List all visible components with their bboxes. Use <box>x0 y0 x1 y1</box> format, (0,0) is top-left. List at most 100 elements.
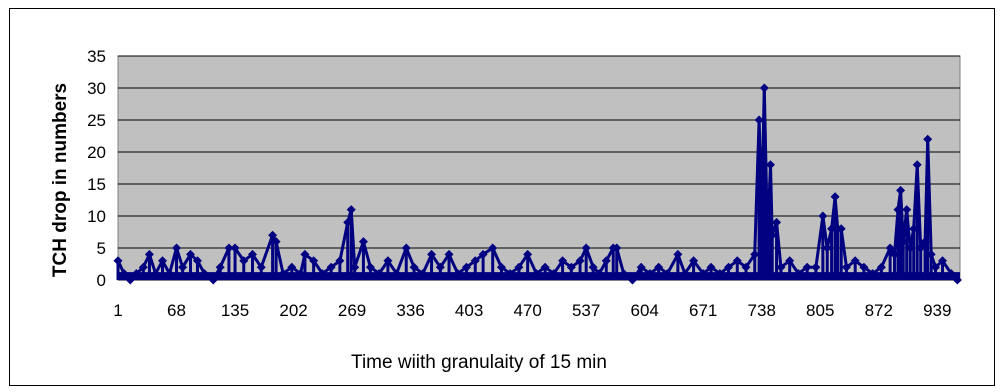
series-0-marker-72 <box>673 249 683 259</box>
series-0-marker-104 <box>868 269 878 279</box>
series-0-marker-35 <box>365 262 375 272</box>
series-0-marker-25 <box>296 269 306 279</box>
series-0-marker-39 <box>401 243 411 253</box>
series-0-marker-51 <box>505 269 515 279</box>
series-0-marker-59 <box>575 256 585 266</box>
series-0-marker-120 <box>938 256 948 266</box>
series-0-marker-91 <box>785 256 795 266</box>
chart-frame: 0 5 10 15 20 25 30 35 1 68 135 202 269 336 403 470 537 6… <box>9 8 995 386</box>
series-0-marker-16 <box>224 243 234 253</box>
series-0-marker-85 <box>762 211 772 221</box>
x-tick-label-805: 805 <box>806 301 834 320</box>
series-0-marker-53 <box>523 249 533 259</box>
x-tick-label-872: 872 <box>865 301 893 320</box>
series-0-marker-119 <box>931 262 941 272</box>
series-group <box>113 83 962 285</box>
series-0-marker-12 <box>192 256 202 266</box>
x-axis-title: Time wiith granulaity of 15 min <box>351 352 607 373</box>
x-tick-label-403: 403 <box>455 301 483 320</box>
series-0-marker-113 <box>909 224 919 234</box>
x-tick-label-604: 604 <box>630 301 658 320</box>
series-0-marker-3 <box>131 269 141 279</box>
y-tick-label-30: 30 <box>87 79 106 98</box>
x-tick-label-135: 135 <box>221 301 249 320</box>
series-0-marker-76 <box>706 262 716 272</box>
series-0-marker-55 <box>540 262 550 272</box>
series-0-marker-105 <box>876 262 886 272</box>
series-0-marker-102 <box>850 256 860 266</box>
series-0-marker-9 <box>172 243 182 253</box>
series-0-marker-5 <box>144 249 154 259</box>
series-0-marker-49 <box>488 243 498 253</box>
series-0-marker-79 <box>732 256 742 266</box>
series-0-marker-122 <box>952 275 962 285</box>
series-0-marker-107 <box>889 249 899 259</box>
series-0-marker-21 <box>268 230 278 240</box>
series-0-marker-114 <box>912 160 922 170</box>
series-0-marker-46 <box>462 262 472 272</box>
series-0-marker-33 <box>350 262 360 272</box>
series-0-marker-13 <box>199 269 209 279</box>
series-0-marker-73 <box>680 269 690 279</box>
series-0-marker-22 <box>271 237 281 247</box>
x-tick-label-269: 269 <box>338 301 366 320</box>
x-tick-label-537: 537 <box>572 301 600 320</box>
series-0-marker-63 <box>601 256 611 266</box>
series-0-marker-50 <box>496 262 506 272</box>
series-0-marker-103 <box>859 262 869 272</box>
series-0-marker-111 <box>902 205 912 215</box>
series-0-marker-19 <box>248 249 258 259</box>
series-0-marker-26 <box>300 249 310 259</box>
x-tick-label-939: 939 <box>923 301 951 320</box>
x-tick-labels: 1 68 135 202 269 336 403 470 537 604 671 738 805 872 9… <box>113 301 951 320</box>
x-tick-label-68: 68 <box>167 301 186 320</box>
series-0-marker-84 <box>759 83 769 93</box>
series-0-marker-80 <box>741 262 751 272</box>
x-tick-label-1: 1 <box>113 301 122 320</box>
series-0-marker-116 <box>920 237 930 247</box>
series-0-marker-1 <box>119 269 129 279</box>
series-0-marker-93 <box>802 262 812 272</box>
series-0-marker-32 <box>346 205 356 215</box>
series-0-marker-61 <box>588 262 598 272</box>
series-0-marker-66 <box>619 269 629 279</box>
x-tick-label-202: 202 <box>279 301 307 320</box>
series-0-marker-94 <box>811 262 821 272</box>
series-0-marker-29 <box>326 262 336 272</box>
series-0-marker-47 <box>470 256 480 266</box>
series-0-marker-86 <box>764 205 774 215</box>
series-0-marker-18 <box>239 256 249 266</box>
series-0-marker-109 <box>896 185 906 195</box>
y-tick-label-0: 0 <box>97 271 106 290</box>
y-tick-label-5: 5 <box>97 239 106 258</box>
series-0-marker-121 <box>946 269 956 279</box>
series-0-marker-58 <box>566 262 576 272</box>
series-0-marker-24 <box>287 262 297 272</box>
series-0-marker-54 <box>531 269 541 279</box>
y-tick-label-15: 15 <box>87 175 106 194</box>
series-0-marker-74 <box>689 256 699 266</box>
series-0-marker-42 <box>427 249 437 259</box>
series-0-marker-52 <box>514 262 524 272</box>
series-0-marker-118 <box>926 249 936 259</box>
series-0-marker-71 <box>662 269 672 279</box>
series-0-marker-95 <box>818 211 828 221</box>
series-0-marker-57 <box>558 256 568 266</box>
x-tick-label-336: 336 <box>396 301 424 320</box>
series-0-marker-28 <box>317 269 327 279</box>
series-0-marker-43 <box>435 262 445 272</box>
series-0-marker-101 <box>841 262 851 272</box>
series-0-marker-41 <box>418 269 428 279</box>
series-0-marker-11 <box>185 249 195 259</box>
series-0-marker-14 <box>208 275 218 285</box>
series-0-marker-65 <box>612 243 622 253</box>
series-0-marker-44 <box>444 249 454 259</box>
series-0-marker-62 <box>594 269 604 279</box>
series-0-marker-27 <box>309 256 319 266</box>
series-0-marker-23 <box>278 269 288 279</box>
series-0-marker-38 <box>392 269 402 279</box>
series-0-marker-90 <box>776 262 786 272</box>
series-0-marker-100 <box>836 224 846 234</box>
series-0-marker-106 <box>885 243 895 253</box>
series-0-marker-69 <box>645 269 655 279</box>
